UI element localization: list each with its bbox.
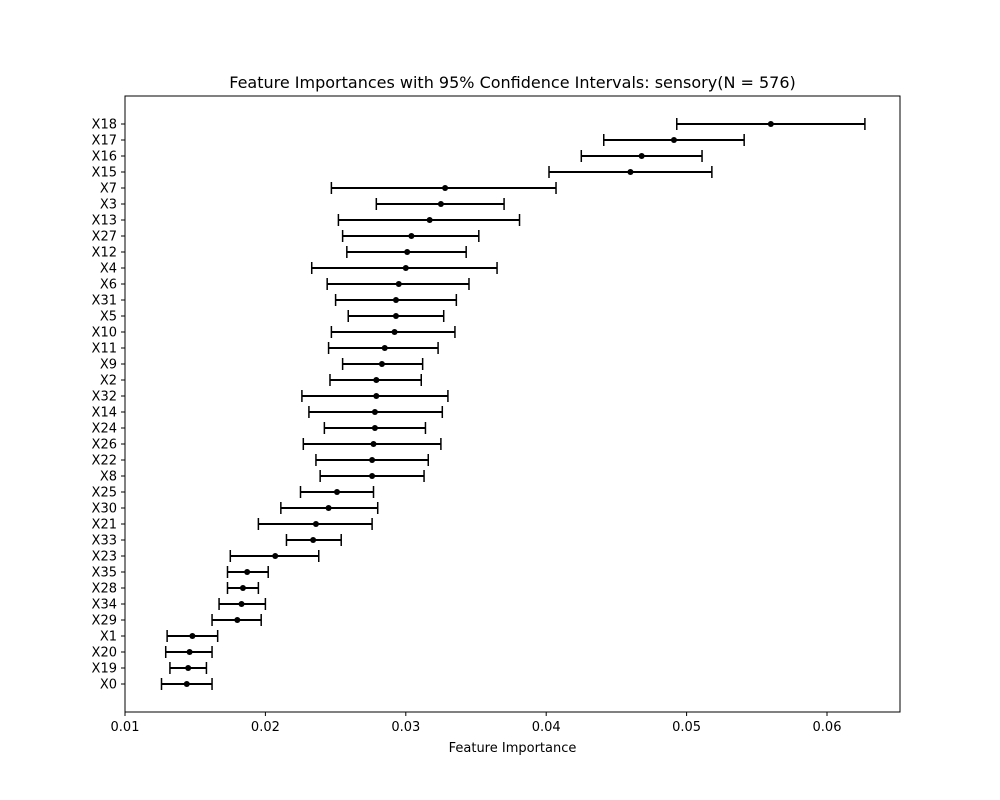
plot-area [124,95,901,713]
y-tick-label-x28: X28 [92,582,117,597]
y-tick-label-x24: X24 [92,422,117,437]
y-tick-label-x16: X16 [92,150,117,165]
point-x6 [395,281,402,287]
point-x33 [310,537,317,543]
point-x4 [402,265,409,271]
point-x0 [183,681,190,687]
y-tick-label-x0: X0 [100,678,117,693]
point-x22 [369,457,376,463]
point-x8 [369,473,376,479]
point-x13 [426,217,433,223]
point-x9 [378,361,385,367]
point-x2 [373,377,380,383]
y-tick-label-x7: X7 [100,182,117,197]
point-x16 [638,153,645,159]
y-tick-label-x22: X22 [92,454,117,469]
y-tick-label-x31: X31 [92,294,117,309]
y-tick-label-x14: X14 [92,406,117,421]
y-tick-label-x11: X11 [92,342,117,357]
point-x7 [442,185,449,191]
y-tick-label-x1: X1 [100,630,117,645]
y-tick-label-x34: X34 [92,598,117,613]
x-tick-label-4: 0.05 [672,720,701,735]
y-tick-label-x21: X21 [92,518,117,533]
point-x5 [392,313,399,319]
point-x3 [437,201,444,207]
point-x1 [189,633,196,639]
point-x15 [627,169,634,175]
y-tick-label-x23: X23 [92,550,117,565]
y-tick-label-x10: X10 [92,326,117,341]
y-tick-label-x19: X19 [92,662,117,677]
y-tick-label-x15: X15 [92,166,117,181]
y-tick-label-x27: X27 [92,230,117,245]
point-x26 [370,441,377,447]
point-x10 [391,329,398,335]
y-tick-label-x26: X26 [92,438,117,453]
y-tick-label-x4: X4 [100,262,117,277]
point-x17 [670,137,677,143]
x-tick-label-5: 0.06 [813,720,842,735]
point-x18 [767,121,774,127]
y-tick-label-x5: X5 [100,310,117,325]
point-x28 [239,585,246,591]
y-tick-label-x35: X35 [92,566,117,581]
y-tick-label-x32: X32 [92,390,117,405]
x-tick-label-3: 0.04 [532,720,561,735]
point-x30 [325,505,332,511]
y-tick-label-x17: X17 [92,134,117,149]
y-tick-label-x29: X29 [92,614,117,629]
y-tick-label-x8: X8 [100,470,117,485]
y-tick-label-x2: X2 [100,374,117,389]
y-tick-label-x25: X25 [92,486,117,501]
chart-marks [160,118,866,690]
point-x14 [371,409,378,415]
point-x24 [371,425,378,431]
y-tick-label-x12: X12 [92,246,117,261]
y-tick-label-x18: X18 [92,118,117,133]
y-tick-label-x33: X33 [92,534,117,549]
y-tick-label-x9: X9 [100,358,117,373]
point-x21 [312,521,319,527]
point-x19 [185,665,192,671]
point-x32 [373,393,380,399]
y-axis: X18X17X16X15X7X3X13X27X12X4X6X31X5X10X11… [92,118,125,693]
y-tick-label-x13: X13 [92,214,117,229]
point-x12 [404,249,411,255]
x-tick-label-1: 0.02 [251,720,280,735]
point-x11 [381,345,388,351]
point-x29 [234,617,241,623]
y-tick-label-x20: X20 [92,646,117,661]
point-x25 [334,489,341,495]
point-x35 [244,569,251,575]
chart-title: Feature Importances with 95% Confidence … [229,73,796,92]
y-tick-label-x6: X6 [100,278,117,293]
point-x23 [272,553,279,559]
point-x27 [408,233,415,239]
x-tick-label-2: 0.03 [391,720,420,735]
x-axis: 0.01 0.02 0.03 0.04 0.05 0.06 [111,712,842,735]
y-tick-label-x3: X3 [100,198,117,213]
y-tick-label-x30: X30 [92,502,117,517]
point-x31 [392,297,399,303]
point-x34 [238,601,245,607]
x-axis-label: Feature Importance [449,741,577,756]
point-x20 [186,649,193,655]
x-tick-label-0: 0.01 [111,720,140,735]
